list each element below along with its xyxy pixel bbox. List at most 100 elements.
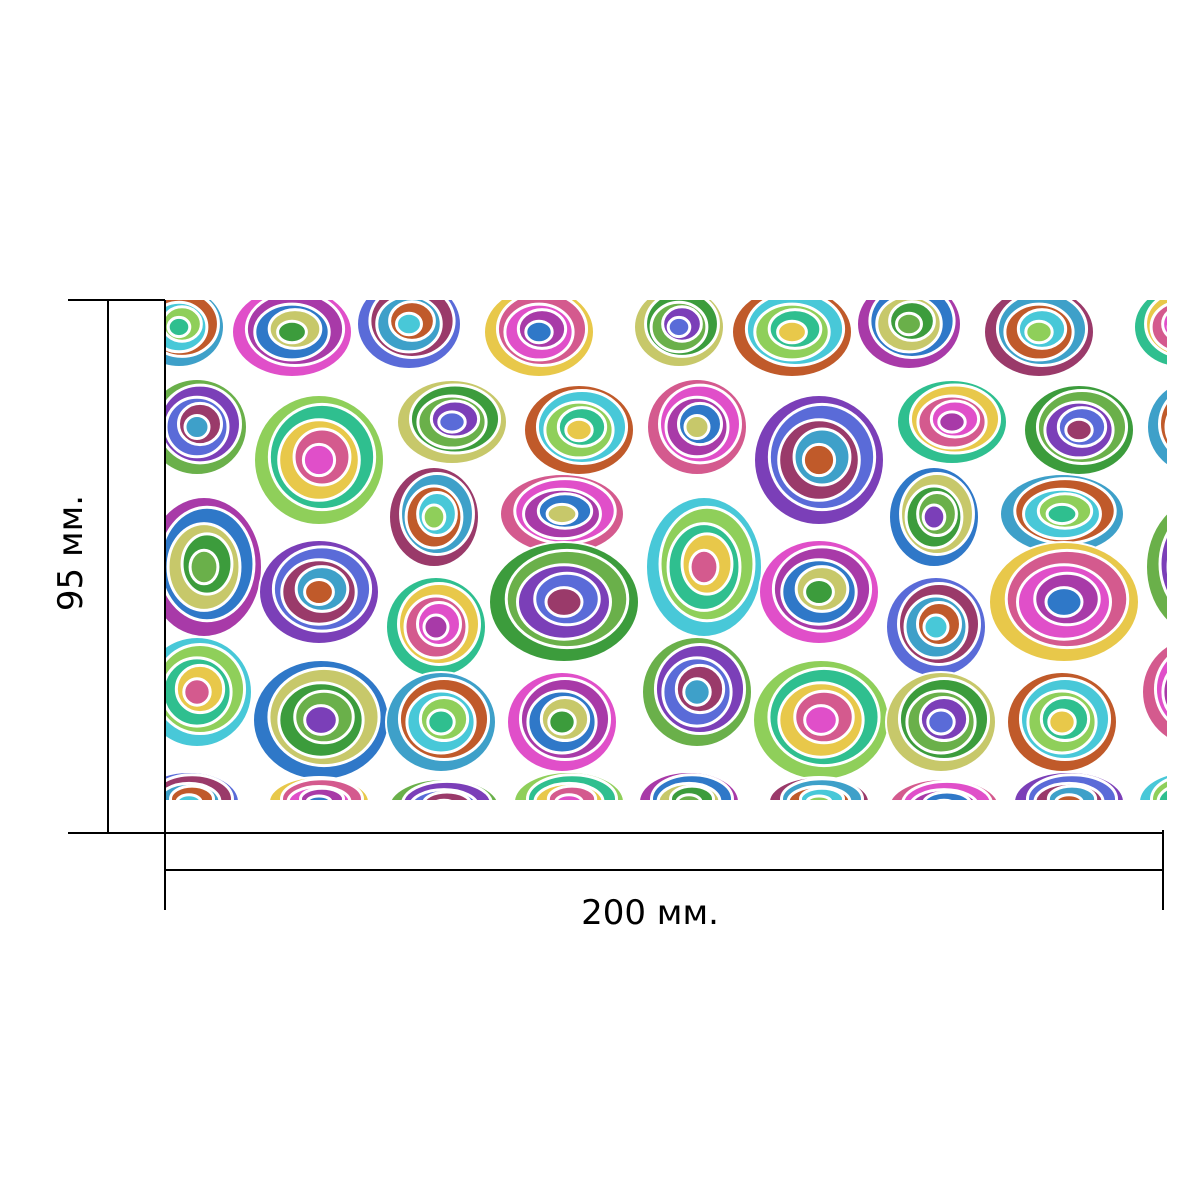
pattern-ring — [305, 794, 333, 800]
pattern-ring — [921, 503, 947, 531]
pattern-blob — [523, 384, 635, 476]
pattern-ring — [564, 417, 594, 443]
pattern-blob — [165, 496, 263, 638]
pattern-ring — [1024, 319, 1054, 345]
pattern-ring — [301, 442, 337, 478]
pattern-ring — [1164, 414, 1167, 440]
width-label: 200 мм. — [581, 893, 719, 933]
pattern-blob — [1023, 384, 1135, 476]
pattern-blob — [1145, 511, 1167, 623]
pattern-blob — [885, 576, 987, 678]
pattern-ring — [683, 413, 711, 441]
pattern-blob — [768, 776, 870, 800]
pattern-blob — [1006, 671, 1118, 773]
pattern-ring — [805, 794, 833, 800]
pattern-ring — [675, 793, 703, 800]
pattern-blob — [483, 300, 595, 378]
pattern-ring — [682, 677, 712, 707]
pattern-ring — [437, 410, 467, 434]
pattern-blob — [999, 473, 1125, 555]
pattern-blob — [641, 636, 753, 748]
pattern-blob — [856, 300, 962, 370]
pattern-ring — [666, 315, 692, 339]
pattern-ring — [926, 708, 956, 736]
pattern-ring — [776, 319, 808, 345]
pattern-ring — [183, 413, 211, 441]
height-label: 95 мм. — [51, 495, 91, 611]
pattern-blob — [268, 776, 370, 800]
pattern-ring — [1045, 502, 1079, 526]
pattern-blob — [646, 378, 748, 476]
pattern-ring — [1158, 531, 1167, 597]
pattern-ring — [1054, 793, 1084, 800]
pattern-blob — [253, 394, 385, 526]
pattern-ring — [688, 548, 720, 586]
pattern-ring — [182, 677, 212, 707]
pattern-ring — [166, 315, 192, 339]
pattern-ring — [545, 502, 579, 526]
pattern-blob — [258, 539, 380, 645]
pattern-ring — [544, 586, 584, 618]
pattern-ring — [422, 613, 450, 641]
pattern-blob — [1138, 774, 1167, 800]
pattern-blob — [165, 378, 248, 476]
pattern-blob — [506, 671, 618, 773]
pattern-ring — [276, 319, 308, 345]
pattern-blob — [1133, 300, 1167, 367]
pattern-ring — [426, 708, 456, 736]
pattern-ring — [1064, 417, 1094, 443]
pattern-blob — [752, 659, 890, 781]
height-dimension: 95 мм. — [51, 299, 166, 834]
pattern-ring — [801, 442, 837, 478]
pattern-ring — [422, 790, 472, 800]
pattern-blob — [396, 379, 508, 465]
pattern-ring — [1047, 708, 1077, 736]
pattern-blob — [1141, 644, 1167, 740]
pattern-blob — [488, 541, 640, 663]
pattern-blob — [231, 300, 353, 378]
pattern-blob — [731, 300, 853, 378]
width-dimension: 200 мм. — [164, 800, 1164, 933]
pattern-blob — [165, 636, 253, 748]
pattern-blob — [513, 771, 625, 800]
pattern-blob — [389, 778, 499, 800]
pattern-blob — [753, 394, 885, 526]
pattern-blob — [385, 576, 487, 678]
pattern-blob — [896, 379, 1008, 465]
pattern-blob — [645, 496, 763, 638]
pattern-ring — [937, 410, 967, 434]
pattern-ring — [895, 311, 923, 337]
pattern-ring — [395, 311, 423, 337]
pattern-blob — [988, 541, 1140, 663]
pattern-blob — [165, 771, 240, 800]
pattern-ring — [922, 613, 950, 641]
pattern — [165, 300, 1167, 800]
pattern-ring — [554, 793, 584, 800]
pattern-ring — [175, 793, 203, 800]
pattern-blob — [165, 300, 225, 368]
pattern-blob — [758, 539, 880, 645]
pattern-ring — [1161, 311, 1167, 337]
pattern-blob — [1013, 771, 1125, 800]
pattern-ring — [1156, 787, 1167, 800]
pattern-blob — [385, 671, 497, 773]
pattern-ring — [547, 708, 577, 736]
pattern-ring — [303, 704, 339, 736]
pattern-blob — [638, 771, 740, 800]
pattern-ring — [421, 503, 447, 531]
pattern-blob — [885, 671, 997, 773]
pattern-blob — [633, 300, 725, 368]
pattern-blob — [388, 466, 480, 568]
pattern-ring — [524, 319, 554, 345]
pattern-ring — [1145, 511, 1167, 623]
pattern-ring — [1158, 399, 1167, 449]
pattern-ring — [188, 548, 220, 586]
pattern-blob — [252, 659, 390, 781]
pattern-blob — [888, 466, 980, 568]
pattern-ring — [922, 790, 972, 800]
pattern-ring — [1161, 672, 1167, 712]
pattern-blob — [356, 300, 462, 370]
pattern-blob — [1146, 387, 1167, 467]
pattern-ring — [1044, 586, 1084, 618]
